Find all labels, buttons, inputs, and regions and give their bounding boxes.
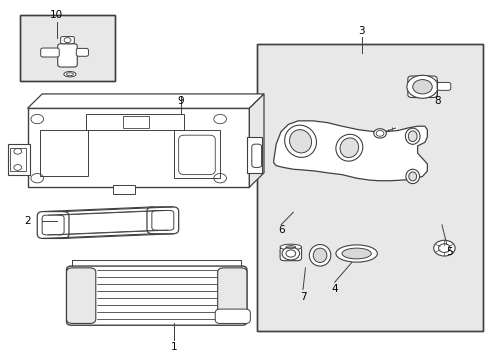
Circle shape [406, 75, 437, 98]
Ellipse shape [280, 244, 301, 250]
Ellipse shape [284, 125, 316, 157]
Text: 3: 3 [358, 26, 364, 36]
FancyBboxPatch shape [66, 268, 96, 323]
Text: 10: 10 [50, 10, 63, 20]
Text: 4: 4 [331, 284, 337, 294]
Text: 5: 5 [445, 247, 452, 257]
Bar [256, 44, 483, 330]
Circle shape [438, 244, 449, 252]
Bar [20, 15, 115, 81]
Bar [8, 144, 30, 175]
Circle shape [373, 129, 386, 138]
FancyBboxPatch shape [66, 266, 246, 325]
Bar [10, 148, 26, 171]
FancyBboxPatch shape [58, 44, 77, 67]
Circle shape [433, 240, 454, 256]
FancyBboxPatch shape [251, 144, 261, 167]
Text: 7: 7 [299, 292, 305, 302]
Polygon shape [249, 94, 264, 187]
Ellipse shape [405, 128, 419, 144]
FancyBboxPatch shape [215, 309, 250, 323]
Text: 2: 2 [24, 216, 31, 226]
FancyBboxPatch shape [217, 268, 246, 323]
Ellipse shape [309, 244, 330, 266]
Ellipse shape [408, 172, 416, 181]
FancyBboxPatch shape [147, 207, 178, 234]
Bar [27, 108, 249, 187]
Bar [122, 116, 149, 128]
Text: 9: 9 [178, 96, 184, 106]
FancyBboxPatch shape [436, 82, 450, 90]
Ellipse shape [335, 245, 377, 262]
Ellipse shape [407, 131, 416, 141]
Ellipse shape [339, 138, 358, 158]
Text: 8: 8 [433, 96, 440, 106]
Bar [246, 137, 261, 173]
Ellipse shape [313, 248, 326, 262]
FancyBboxPatch shape [76, 48, 88, 56]
Bar [86, 114, 183, 130]
Ellipse shape [64, 72, 76, 77]
Ellipse shape [341, 248, 370, 259]
Bar [173, 130, 220, 178]
FancyBboxPatch shape [61, 37, 74, 44]
Polygon shape [27, 94, 264, 108]
Bar [40, 130, 88, 176]
Bar [256, 44, 483, 330]
Circle shape [412, 80, 431, 94]
Ellipse shape [289, 130, 311, 153]
FancyBboxPatch shape [37, 212, 69, 238]
Circle shape [282, 247, 299, 260]
Polygon shape [273, 121, 427, 181]
Text: 1: 1 [170, 342, 177, 352]
Text: 6: 6 [277, 225, 284, 235]
FancyBboxPatch shape [41, 48, 59, 57]
Ellipse shape [405, 169, 419, 184]
Ellipse shape [335, 134, 362, 161]
Bar [20, 15, 115, 81]
Bar [113, 185, 135, 194]
FancyBboxPatch shape [280, 247, 301, 261]
FancyBboxPatch shape [407, 76, 436, 98]
